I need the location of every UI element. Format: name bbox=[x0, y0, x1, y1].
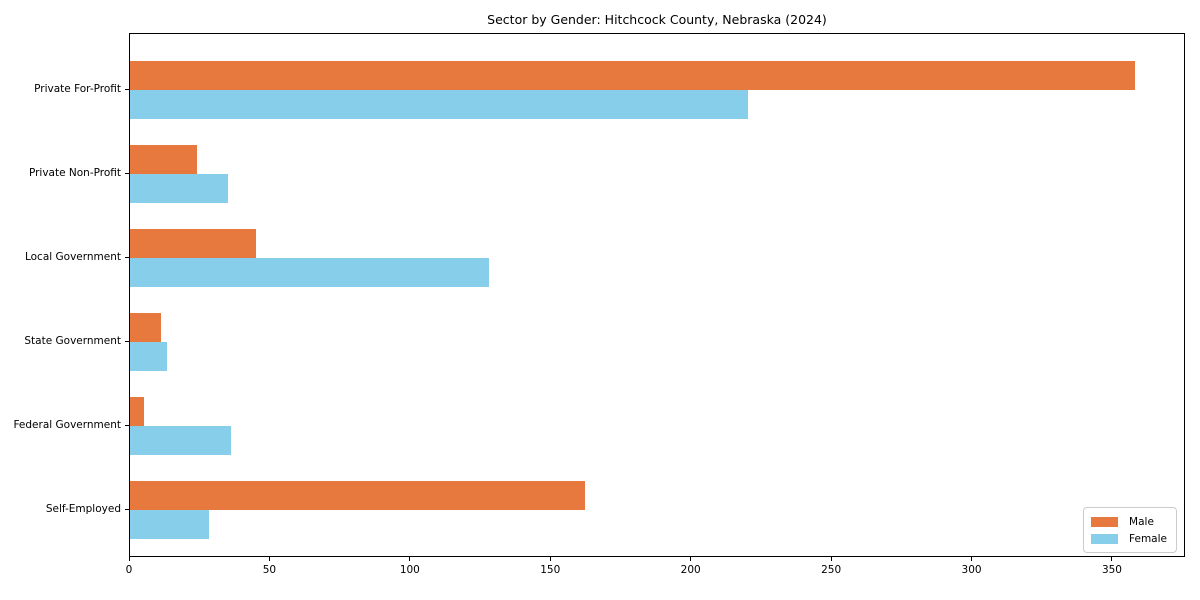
x-tick-mark-250 bbox=[830, 557, 832, 561]
x-tick-mark-300 bbox=[971, 557, 973, 561]
y-tick-label-local-government: Local Government bbox=[24, 251, 121, 263]
bar-male-federal-government bbox=[130, 397, 145, 426]
y-tick-mark bbox=[125, 508, 129, 510]
legend-item-male: Male bbox=[1091, 513, 1167, 530]
bar-male-local-government bbox=[130, 229, 257, 258]
y-tick-mark bbox=[125, 340, 129, 342]
x-tick-label-250: 250 bbox=[821, 564, 842, 576]
x-tick-label-0: 0 bbox=[125, 564, 133, 576]
bar-female-local-government bbox=[130, 258, 490, 287]
legend-label-female: Female bbox=[1129, 532, 1167, 545]
x-tick-mark-350 bbox=[1111, 557, 1113, 561]
bar-male-state-government bbox=[130, 313, 161, 342]
bar-female-federal-government bbox=[130, 426, 232, 455]
x-tick-mark-200 bbox=[690, 557, 692, 561]
bar-female-private-for-profit bbox=[130, 90, 748, 119]
legend-item-female: Female bbox=[1091, 530, 1167, 547]
legend-swatch-male bbox=[1091, 516, 1119, 527]
bar-male-self-employed bbox=[130, 481, 585, 510]
bar-female-state-government bbox=[130, 342, 167, 371]
legend: Male Female bbox=[1083, 507, 1177, 553]
x-tick-label-300: 300 bbox=[961, 564, 982, 576]
x-tick-mark-50 bbox=[268, 557, 270, 561]
y-tick-mark bbox=[125, 424, 129, 426]
chart-title: Sector by Gender: Hitchcock County, Nebr… bbox=[487, 12, 827, 27]
y-tick-mark bbox=[125, 256, 129, 258]
y-tick-label-private-for-profit: Private For-Profit bbox=[34, 83, 121, 95]
x-tick-label-50: 50 bbox=[262, 564, 277, 576]
x-tick-label-200: 200 bbox=[680, 564, 701, 576]
legend-swatch-female bbox=[1091, 533, 1119, 544]
bar-female-private-non-profit bbox=[130, 174, 229, 203]
legend-rows: Male Female bbox=[1091, 513, 1167, 547]
y-tick-label-federal-government: Federal Government bbox=[13, 419, 121, 431]
y-tick-label-self-employed: Self-Employed bbox=[45, 503, 121, 515]
x-tick-mark-100 bbox=[409, 557, 411, 561]
y-tick-mark bbox=[125, 88, 129, 90]
legend-label-male: Male bbox=[1129, 515, 1154, 528]
x-tick-label-350: 350 bbox=[1101, 564, 1122, 576]
y-tick-mark bbox=[125, 172, 129, 174]
y-tick-label-state-government: State Government bbox=[24, 335, 121, 347]
x-tick-mark-150 bbox=[549, 557, 551, 561]
bar-male-private-for-profit bbox=[130, 61, 1136, 90]
bar-male-private-non-profit bbox=[130, 145, 198, 174]
plot-area: Male Female bbox=[129, 33, 1185, 557]
y-tick-label-private-non-profit: Private Non-Profit bbox=[28, 167, 121, 179]
x-tick-label-100: 100 bbox=[399, 564, 420, 576]
bar-female-self-employed bbox=[130, 510, 209, 539]
x-tick-label-150: 150 bbox=[540, 564, 561, 576]
x-tick-mark-0 bbox=[128, 557, 130, 561]
